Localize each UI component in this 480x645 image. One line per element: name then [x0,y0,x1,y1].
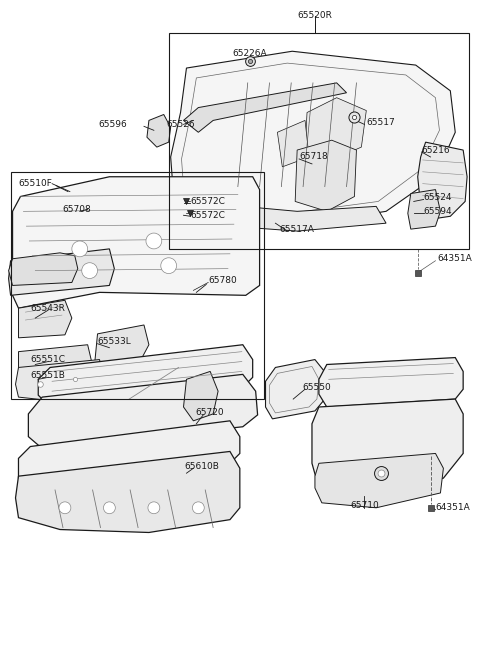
Polygon shape [265,359,327,419]
Circle shape [146,233,162,249]
Text: 65524: 65524 [424,193,452,202]
Text: 65596: 65596 [98,120,127,129]
Polygon shape [147,115,171,147]
Text: 65710: 65710 [350,501,379,510]
Circle shape [82,263,97,279]
Text: 65551B: 65551B [30,371,65,380]
Text: 65226A: 65226A [232,49,267,57]
Text: 64351A: 64351A [437,254,472,263]
Polygon shape [408,190,441,229]
Text: 65572C: 65572C [191,211,225,220]
Text: 65520R: 65520R [298,11,332,20]
Polygon shape [319,357,463,407]
Circle shape [72,241,88,257]
Text: 65543R: 65543R [30,304,65,313]
Polygon shape [418,142,467,219]
Text: 65720: 65720 [196,408,225,417]
Polygon shape [95,325,149,364]
Text: 65216: 65216 [421,146,450,155]
Polygon shape [19,344,92,381]
Polygon shape [19,301,72,338]
Polygon shape [305,97,366,160]
Polygon shape [183,83,347,132]
Circle shape [104,502,115,513]
Polygon shape [312,399,463,496]
Polygon shape [189,201,386,231]
Polygon shape [15,359,105,401]
Text: 64351A: 64351A [435,503,470,512]
Polygon shape [183,372,218,421]
Polygon shape [12,177,260,308]
Polygon shape [9,253,78,286]
Text: 65780: 65780 [208,276,237,285]
Text: 65708: 65708 [62,205,91,214]
Circle shape [59,502,71,513]
Circle shape [148,502,160,513]
Polygon shape [28,374,258,448]
Text: 65526: 65526 [167,120,195,129]
Text: 65510F: 65510F [18,179,52,188]
Text: 65610B: 65610B [185,462,220,471]
Polygon shape [171,51,455,226]
Text: 65718: 65718 [299,152,328,161]
Polygon shape [277,121,309,167]
Circle shape [161,258,177,273]
Polygon shape [9,249,114,295]
Text: 65517A: 65517A [280,224,314,233]
Polygon shape [295,140,357,212]
Text: 65533L: 65533L [97,337,132,346]
Text: 65551C: 65551C [30,355,65,364]
Text: 65517: 65517 [366,118,395,127]
Polygon shape [315,453,444,508]
Polygon shape [38,344,252,407]
Circle shape [192,502,204,513]
Text: 65572C: 65572C [191,197,225,206]
Bar [168,34,469,249]
Text: 65594: 65594 [424,207,452,216]
Polygon shape [19,421,240,490]
Polygon shape [15,451,240,533]
Bar [11,172,264,399]
Text: 65550: 65550 [302,382,331,392]
